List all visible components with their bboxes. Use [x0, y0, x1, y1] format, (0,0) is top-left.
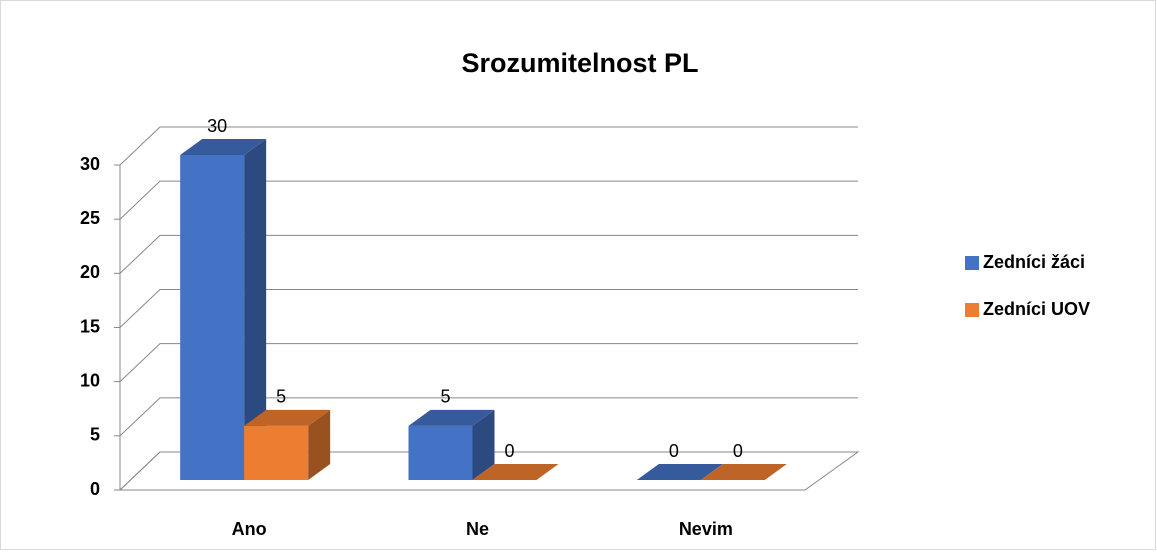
y-tick-label: 15 — [80, 316, 100, 336]
bar-face — [700, 464, 787, 480]
grid-line — [119, 289, 858, 328]
data-label: 0 — [504, 441, 514, 461]
bar — [408, 409, 495, 480]
bar-face — [472, 464, 559, 480]
data-label: 5 — [440, 387, 450, 407]
bar-face — [244, 409, 331, 426]
y-tick-label: 5 — [90, 425, 100, 445]
bar-face — [408, 425, 473, 480]
x-tick-label: Nevim — [679, 519, 733, 539]
data-label: 30 — [207, 116, 227, 136]
bar — [472, 464, 559, 480]
data-label: 0 — [669, 441, 679, 461]
legend-swatch — [965, 256, 979, 270]
grid-line — [119, 180, 858, 220]
bar — [244, 409, 331, 480]
y-tick-label: 30 — [80, 154, 100, 174]
grid-line — [119, 397, 858, 437]
legend-label: Zedníci žáci — [983, 252, 1085, 272]
bar — [700, 464, 787, 480]
data-label: 0 — [733, 441, 743, 461]
x-tick-label: Ne — [466, 519, 489, 539]
bar-face — [180, 155, 245, 480]
grid-line — [119, 343, 858, 383]
grid-line — [119, 451, 858, 491]
y-tick-label: 20 — [80, 262, 100, 282]
chart-title: Srozumitelnost PL — [461, 48, 698, 78]
x-tick-label: Ano — [232, 519, 267, 539]
bar — [636, 464, 723, 480]
bar — [180, 139, 267, 480]
bar-face — [636, 464, 723, 480]
bar-face — [244, 139, 267, 480]
data-label: 5 — [276, 387, 286, 407]
y-tick-label: 0 — [90, 479, 100, 499]
bar-face — [244, 425, 309, 480]
legend-swatch — [965, 303, 979, 317]
grid-line — [119, 234, 858, 274]
bar-face — [180, 139, 267, 155]
y-tick-label: 25 — [80, 208, 100, 228]
bar-face — [408, 409, 495, 426]
bar-face — [308, 409, 331, 480]
grid-line — [119, 126, 858, 166]
y-tick-label: 10 — [80, 370, 100, 390]
bar-face — [472, 409, 495, 480]
legend-label: Zedníci UOV — [983, 299, 1090, 319]
